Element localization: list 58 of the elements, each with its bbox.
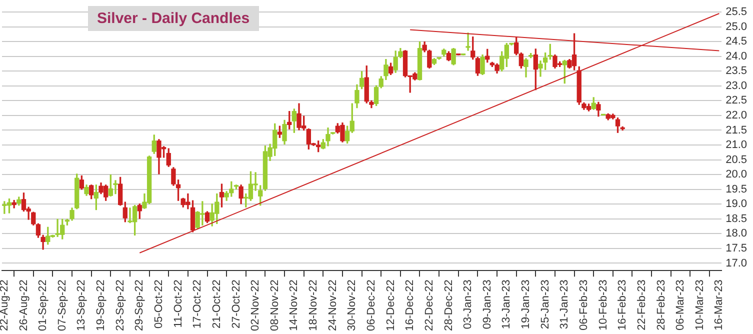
x-tick-label: 13-Sep-22: [76, 280, 88, 332]
x-tick-label: 25-Jan-23: [539, 280, 552, 330]
y-tick-label: 18.0: [726, 228, 748, 240]
y-tick-label: 24.0: [726, 50, 748, 62]
x-tick-label: 01-Sep-22: [37, 280, 50, 332]
x-tick-label: 21-Oct-22: [210, 280, 223, 329]
y-tick-label: 18.5: [726, 212, 748, 225]
x-tick-label: 03-Jan-23: [462, 280, 474, 330]
x-tick-label: 29-Sep-22: [134, 280, 146, 332]
candlestick: [466, 32, 470, 51]
x-tick-label: 30-Nov-22: [346, 280, 358, 331]
x-tick-label: 14-Nov-22: [288, 280, 300, 331]
x-tick-label: 17-Oct-22: [192, 280, 204, 329]
x-tick-label: 18-Nov-22: [308, 280, 320, 331]
x-tick-label: 06-Feb-23: [578, 280, 590, 330]
x-tick-label: 06-Mar-23: [674, 280, 687, 330]
x-tick-label: 22-Aug-22: [0, 280, 10, 332]
y-tick-label: 20.0: [726, 168, 748, 181]
x-tick-label: 26-Aug-22: [18, 280, 30, 332]
y-tick-label: 19.0: [726, 198, 748, 210]
x-tick-label: 07-Sep-22: [56, 280, 68, 332]
y-tick-label: 23.5: [726, 65, 748, 78]
x-tick-label: 02-Nov-22: [250, 280, 262, 331]
x-tick-label: 11-Oct-22: [172, 280, 184, 328]
y-tick-label: 21.5: [726, 124, 748, 136]
y-tick-label: 22.0: [726, 109, 748, 122]
x-tick-label: 12-Dec-22: [384, 280, 397, 331]
x-tick-label: 09-Jan-23: [481, 280, 494, 330]
y-tick-label: 17.0: [726, 257, 748, 270]
x-tick-label: 08-Nov-22: [268, 280, 281, 331]
x-tick-label: 22-Feb-23: [636, 280, 648, 330]
y-tick-label: 17.5: [726, 242, 748, 254]
x-tick-label: 28-Feb-23: [655, 280, 668, 330]
x-tick-label: 24-Nov-22: [326, 280, 339, 331]
x-tick-label: 23-Sep-22: [114, 280, 126, 332]
y-tick-label: 25.5: [726, 6, 748, 18]
y-tick-label: 24.5: [726, 36, 748, 48]
x-tick-label: 27-Oct-22: [230, 280, 242, 329]
y-tick-label: 20.5: [726, 154, 748, 166]
x-tick-label: 28-Dec-22: [442, 280, 455, 331]
x-tick-label: 16-Mar-23: [713, 280, 726, 330]
y-tick-label: 23.0: [726, 80, 748, 92]
x-tick-label: 19-Sep-22: [95, 280, 108, 332]
y-tick-label: 21.0: [726, 139, 748, 152]
x-tick-label: 19-Jan-23: [520, 280, 532, 330]
x-tick-label: 22-Dec-22: [423, 280, 436, 331]
x-tick-label: 06-Dec-22: [365, 280, 378, 331]
y-tick-label: 25.0: [726, 20, 748, 33]
x-tick-label: 10-Mar-23: [694, 280, 706, 330]
y-tick-label: 22.5: [726, 94, 748, 107]
x-tick-label: 10-Feb-23: [597, 280, 610, 330]
x-tick-label: 16-Feb-23: [616, 280, 629, 330]
x-tick-label: 16-Dec-22: [404, 280, 416, 331]
y-tick-label: 19.5: [726, 183, 748, 196]
x-tick-label: 05-Oct-22: [152, 280, 165, 329]
x-tick-label: 13-Jan-23: [500, 280, 513, 330]
x-tick-label: 31-Jan-23: [558, 280, 571, 330]
chart-title: Silver - Daily Candles: [88, 6, 259, 31]
